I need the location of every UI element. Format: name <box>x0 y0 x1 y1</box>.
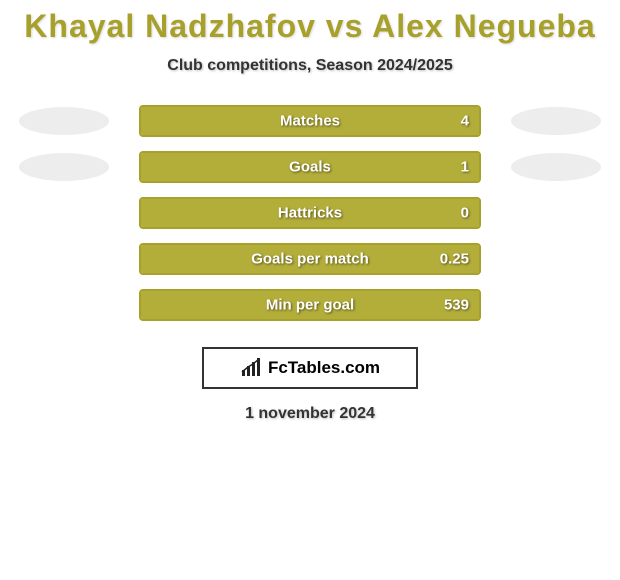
stat-bar: Matches 4 <box>139 105 481 137</box>
stat-bar: Goals 1 <box>139 151 481 183</box>
stat-row: Hattricks 0 <box>0 197 620 229</box>
stat-value: 4 <box>461 113 469 130</box>
stat-bar: Goals per match 0.25 <box>139 243 481 275</box>
page-title: Khayal Nadzhafov vs Alex Negueba <box>0 0 620 45</box>
logo-box: FcTables.com <box>202 347 418 389</box>
stat-row: Goals per match 0.25 <box>0 243 620 275</box>
stat-value: 539 <box>444 297 469 314</box>
right-ellipse <box>511 153 601 181</box>
stat-bar: Min per goal 539 <box>139 289 481 321</box>
stat-row: Min per goal 539 <box>0 289 620 321</box>
date-label: 1 november 2024 <box>0 405 620 423</box>
stat-row: Goals 1 <box>0 151 620 183</box>
stat-label: Matches <box>280 113 340 130</box>
subtitle: Club competitions, Season 2024/2025 <box>0 57 620 75</box>
left-ellipse <box>19 153 109 181</box>
stat-value: 1 <box>461 159 469 176</box>
stats-list: Matches 4 Goals 1 Hattricks 0 Goals per match 0… <box>0 105 620 321</box>
stat-row: Matches 4 <box>0 105 620 137</box>
stat-label: Goals per match <box>251 251 369 268</box>
stat-label: Min per goal <box>266 297 354 314</box>
left-ellipse <box>19 107 109 135</box>
comparison-card: Khayal Nadzhafov vs Alex Negueba Club co… <box>0 0 620 580</box>
stat-label: Hattricks <box>278 205 342 222</box>
right-ellipse <box>511 107 601 135</box>
barchart-icon <box>240 358 262 378</box>
stat-bar: Hattricks 0 <box>139 197 481 229</box>
stat-value: 0 <box>461 205 469 222</box>
stat-label: Goals <box>289 159 331 176</box>
stat-value: 0.25 <box>440 251 469 268</box>
logo-text: FcTables.com <box>268 358 380 378</box>
